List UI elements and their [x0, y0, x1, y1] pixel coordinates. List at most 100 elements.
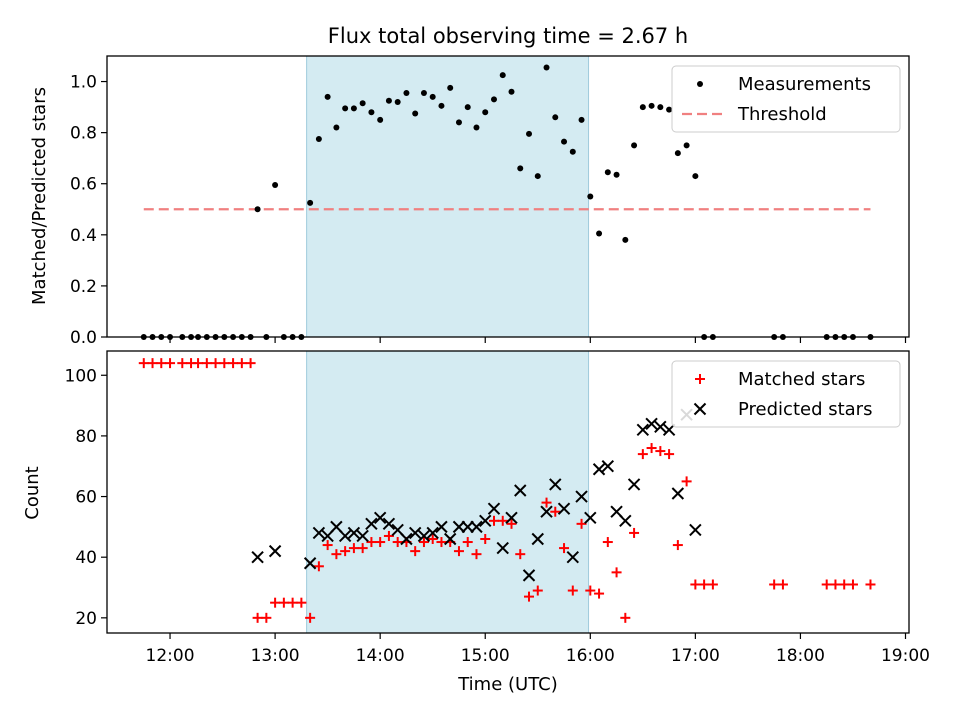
- legend-label: Threshold: [737, 104, 827, 125]
- predicted-stars-point: [461, 520, 474, 534]
- predicted-stars-point: [592, 463, 606, 476]
- matched-stars-point: [769, 579, 780, 590]
- matched-stars-point: [699, 579, 710, 590]
- measurement-point: [631, 142, 638, 149]
- bottom-panel: 20 40 60 80 100 12:00 13:00 14:00 15:00 16:00 17:0…: [65, 350, 930, 666]
- predicted-stars-point: [338, 529, 352, 543]
- matched-stars-point: [252, 612, 263, 623]
- measurement-point: [272, 182, 279, 189]
- measurement-point: [561, 138, 568, 145]
- predicted-stars-point: [575, 490, 588, 503]
- measurement-point: [604, 169, 611, 176]
- measurement-point: [359, 100, 366, 107]
- predicted-stars-point: [470, 520, 483, 534]
- chart-title: Flux total observing time = 2.67 h: [328, 24, 688, 48]
- matched-stars-point: [193, 358, 204, 369]
- predicted-stars-point: [444, 532, 457, 546]
- measurement-point: [552, 114, 559, 121]
- measurement-point: [499, 72, 506, 79]
- legend-box: [671, 360, 901, 428]
- predicted-stars-point: [549, 478, 562, 491]
- matched-stars-point: [210, 358, 221, 369]
- predicted-stars-point: [373, 511, 387, 524]
- measurement-point: [639, 104, 646, 111]
- matched-stars-point: [201, 358, 212, 369]
- predicted-stars-point: [654, 420, 667, 434]
- measurement-point: [526, 130, 533, 137]
- predicted-stars-point: [522, 569, 536, 582]
- x-tick-label: 13:00: [251, 646, 300, 666]
- measurement-point: [517, 165, 524, 172]
- x-tick-label: 14:00: [356, 646, 405, 666]
- matched-stars-point: [646, 443, 657, 454]
- measurement-point: [438, 102, 445, 109]
- x-tick-label: 12:00: [146, 646, 195, 666]
- matched-stars-point: [471, 549, 482, 560]
- measurement-point: [420, 90, 427, 97]
- bottom-y-axis-label: Count: [22, 466, 43, 519]
- matched-stars-point: [865, 579, 876, 590]
- x-tick-label: 19:00: [881, 646, 930, 666]
- predicted-stars-point: [303, 557, 317, 570]
- predicted-stars-point: [400, 532, 413, 546]
- matched-stars-point: [515, 549, 526, 560]
- measurement-point: [307, 199, 314, 206]
- measurement-point: [622, 236, 629, 243]
- predicted-stars-point: [452, 520, 466, 534]
- predicted-stars-point: [426, 526, 439, 540]
- bottom-y-tick-label: 40: [75, 548, 97, 568]
- matched-stars-point: [436, 537, 447, 548]
- bottom-y-tick-label: 80: [75, 427, 97, 447]
- top-y-tick-label: 0.2: [70, 277, 97, 297]
- matched-stars-point: [664, 449, 675, 460]
- bottom-y-tick-label: 100: [65, 366, 97, 386]
- top-legend: Measurements Threshold: [671, 65, 901, 133]
- predicted-stars-point: [408, 526, 422, 540]
- matched-stars-point: [462, 537, 473, 548]
- matched-stars-point: [296, 597, 307, 608]
- bottom-legend: Matched stars Predicted stars: [671, 360, 901, 428]
- measurement-point: [403, 90, 410, 97]
- legend-label: Predicted stars: [738, 399, 872, 420]
- measurement-point: [534, 173, 541, 180]
- top-y-tick-label: 0.8: [70, 124, 97, 144]
- predicted-stars-point: [417, 529, 431, 543]
- x-tick-label: 17:00: [671, 646, 720, 666]
- measurement-point: [464, 104, 471, 111]
- measurement-point: [666, 106, 673, 113]
- matched-stars-point: [165, 358, 176, 369]
- matched-stars-point: [287, 597, 298, 608]
- predicted-stars-point: [268, 544, 282, 558]
- matched-stars-point: [559, 543, 570, 554]
- matched-stars-point: [777, 579, 788, 590]
- measurement-point: [342, 105, 349, 112]
- matched-stars-point: [839, 579, 850, 590]
- measurement-point: [569, 148, 576, 155]
- measurement-point: [429, 93, 436, 100]
- matched-stars-point: [156, 358, 167, 369]
- predicted-stars-point: [627, 478, 641, 491]
- measurement-point: [543, 64, 550, 71]
- matched-stars-point: [611, 567, 622, 578]
- legend-marker-matched-stars: [695, 374, 705, 384]
- matched-stars-point: [576, 518, 587, 529]
- matched-stars-point: [410, 546, 421, 557]
- predicted-stars-point: [662, 423, 676, 437]
- predicted-stars-point: [496, 541, 509, 555]
- matched-stars-point: [383, 530, 394, 541]
- predicted-stars-point: [479, 514, 492, 528]
- measurement-point: [350, 105, 357, 112]
- bottom-axes-frame: [106, 350, 910, 634]
- legend-label: Matched stars: [738, 369, 865, 390]
- matched-stars-point: [147, 358, 158, 369]
- predicted-stars-point: [365, 517, 378, 531]
- measurement-point: [473, 124, 480, 131]
- top-y-tick-label: 0.0: [70, 328, 97, 348]
- matched-stars-point: [245, 358, 256, 369]
- matched-stars-point: [453, 546, 464, 557]
- legend-box: [671, 65, 901, 133]
- matched-stars-point: [585, 585, 596, 596]
- top-y-tick-label: 1.0: [70, 73, 97, 93]
- matched-stars-point: [236, 358, 247, 369]
- measurement-point: [683, 142, 690, 149]
